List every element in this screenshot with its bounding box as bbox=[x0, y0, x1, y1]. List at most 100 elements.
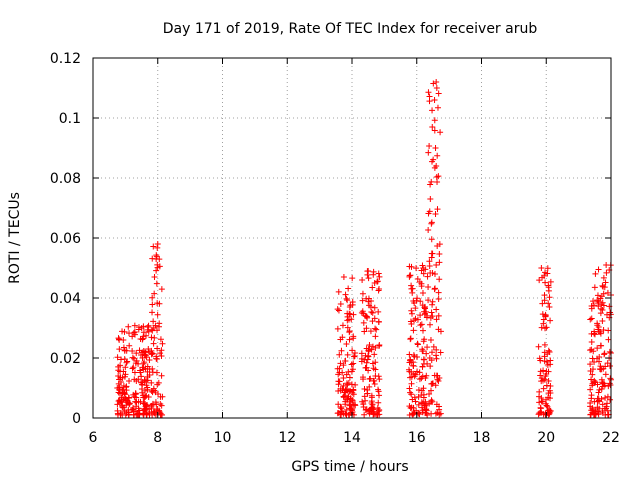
data-point bbox=[115, 398, 122, 405]
data-point bbox=[157, 350, 164, 357]
data-point bbox=[124, 358, 131, 365]
data-point bbox=[366, 383, 373, 390]
data-point bbox=[126, 342, 133, 349]
data-point bbox=[149, 365, 156, 372]
data-point bbox=[117, 374, 124, 381]
data-point bbox=[427, 314, 434, 321]
data-point bbox=[604, 393, 611, 400]
data-point bbox=[599, 380, 606, 387]
data-point bbox=[420, 327, 426, 334]
data-point bbox=[414, 368, 421, 375]
data-point bbox=[119, 404, 126, 411]
data-point bbox=[117, 362, 124, 369]
data-point bbox=[431, 127, 438, 134]
data-point bbox=[158, 372, 165, 379]
data-point bbox=[436, 250, 443, 257]
data-point bbox=[344, 324, 351, 331]
data-point bbox=[599, 379, 606, 386]
data-point bbox=[349, 366, 356, 373]
data-point bbox=[600, 274, 607, 281]
data-point bbox=[376, 376, 383, 383]
data-point bbox=[148, 349, 155, 356]
data-point bbox=[432, 382, 439, 389]
data-point bbox=[338, 404, 345, 411]
data-point bbox=[365, 367, 372, 374]
data-point bbox=[587, 316, 594, 323]
data-point bbox=[407, 272, 414, 279]
data-point bbox=[592, 379, 599, 386]
data-point bbox=[410, 359, 417, 366]
data-point bbox=[408, 380, 415, 387]
data-point bbox=[151, 290, 158, 297]
data-point bbox=[158, 347, 165, 354]
data-point bbox=[155, 323, 162, 330]
data-point bbox=[376, 273, 383, 280]
data-point bbox=[340, 362, 347, 369]
data-point bbox=[150, 325, 157, 332]
data-point bbox=[434, 409, 441, 416]
data-point bbox=[338, 347, 345, 354]
data-point bbox=[431, 97, 438, 103]
data-point bbox=[372, 325, 379, 332]
data-point bbox=[602, 279, 609, 286]
data-point bbox=[540, 320, 547, 327]
data-point bbox=[591, 410, 598, 417]
data-point bbox=[154, 311, 161, 318]
y-tick-label: 0.12 bbox=[50, 51, 81, 67]
data-point bbox=[362, 364, 369, 371]
data-point bbox=[359, 297, 366, 304]
data-point bbox=[348, 316, 355, 323]
data-point bbox=[375, 270, 382, 277]
data-point bbox=[154, 345, 161, 352]
data-point bbox=[350, 360, 357, 367]
data-point bbox=[372, 344, 379, 351]
data-point bbox=[366, 302, 373, 309]
data-point bbox=[346, 402, 353, 409]
data-point bbox=[417, 312, 424, 319]
data-point bbox=[369, 284, 376, 291]
data-point bbox=[431, 271, 438, 278]
data-point bbox=[343, 411, 350, 418]
y-tick-label: 0.1 bbox=[59, 111, 81, 127]
data-point bbox=[158, 286, 165, 293]
data-point bbox=[140, 360, 147, 367]
data-point bbox=[150, 340, 157, 347]
data-point bbox=[411, 394, 418, 401]
data-point bbox=[426, 258, 433, 265]
data-point bbox=[425, 210, 432, 217]
data-point bbox=[428, 178, 435, 185]
data-point bbox=[117, 410, 124, 417]
x-tick-label: 10 bbox=[214, 430, 232, 446]
data-point bbox=[409, 411, 416, 418]
data-point bbox=[424, 344, 431, 351]
data-point bbox=[129, 348, 136, 355]
data-point bbox=[121, 408, 128, 415]
data-point bbox=[414, 316, 421, 323]
data-point bbox=[413, 265, 420, 272]
data-point bbox=[363, 313, 370, 320]
data-point bbox=[346, 336, 353, 343]
data-point bbox=[429, 298, 436, 305]
data-point bbox=[149, 401, 156, 408]
data-point bbox=[426, 391, 433, 398]
data-point bbox=[546, 294, 553, 301]
data-point bbox=[156, 407, 163, 414]
data-point bbox=[146, 356, 153, 363]
data-point bbox=[427, 337, 434, 344]
data-point bbox=[342, 387, 349, 394]
data-point bbox=[135, 360, 142, 367]
data-point bbox=[542, 325, 549, 332]
data-point bbox=[411, 299, 418, 306]
data-point bbox=[545, 300, 552, 307]
data-point bbox=[140, 333, 147, 340]
data-point bbox=[598, 293, 605, 300]
data-point bbox=[419, 290, 426, 297]
data-point bbox=[538, 375, 545, 382]
data-point bbox=[590, 298, 597, 305]
data-point bbox=[365, 275, 372, 282]
data-point bbox=[599, 306, 606, 313]
data-point bbox=[428, 219, 435, 226]
data-point bbox=[545, 347, 552, 354]
data-point bbox=[587, 403, 594, 410]
data-point bbox=[544, 403, 551, 410]
